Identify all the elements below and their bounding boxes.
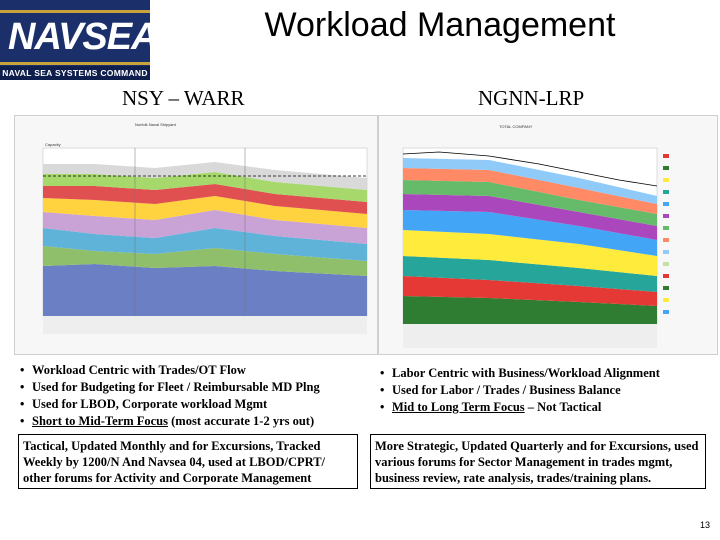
left-bullet-list: Workload Centric with Trades/OT Flow Use… xyxy=(20,362,320,430)
left-summary-box: Tactical, Updated Monthly and for Excurs… xyxy=(18,434,358,489)
right-bullet-3-focus: Mid to Long Term Focus xyxy=(392,400,525,414)
page-title: Workload Management xyxy=(264,6,616,44)
right-bullet-2: Used for Labor / Trades / Business Balan… xyxy=(380,382,660,399)
right-bullet-3: Mid to Long Term Focus – Not Tactical xyxy=(380,399,660,416)
logo-stripe-bottom xyxy=(0,62,150,65)
logo-subtitle: NAVAL SEA SYSTEMS COMMAND xyxy=(0,66,150,80)
left-heading: NSY – WARR xyxy=(122,86,245,110)
left-bullet-4-focus: Short to Mid-Term Focus xyxy=(32,414,168,428)
left-bullet-3: Used for LBOD, Corporate workload Mgmt xyxy=(20,396,320,413)
navsea-logo: NAVSEA NAVAL SEA SYSTEMS COMMAND xyxy=(0,0,150,80)
svg-text:Norfolk Naval Shipyard: Norfolk Naval Shipyard xyxy=(135,122,176,127)
left-bullet-2: Used for Budgeting for Fleet / Reimbursa… xyxy=(20,379,320,396)
logo-stripe-top xyxy=(0,10,150,13)
svg-text:Capacity: Capacity xyxy=(45,142,61,147)
svg-text:TOTAL COMPANY: TOTAL COMPANY xyxy=(499,124,533,129)
right-bullet-list: Labor Centric with Business/Workload Ali… xyxy=(380,365,660,416)
right-summary-box: More Strategic, Updated Quarterly and fo… xyxy=(370,434,706,489)
right-heading: NGNN-LRP xyxy=(478,86,585,110)
left-bullet-4: Short to Mid-Term Focus (most accurate 1… xyxy=(20,413,320,430)
lrp-chart-image: TOTAL COMPANY xyxy=(378,115,718,355)
warr-chart-image: Norfolk Naval Shipyard Capacity xyxy=(14,115,378,355)
left-bullet-4-rest: (most accurate 1-2 yrs out) xyxy=(168,414,315,428)
warr-chart-graphic: Norfolk Naval Shipyard Capacity xyxy=(15,116,377,354)
right-bullet-1: Labor Centric with Business/Workload Ali… xyxy=(380,365,660,382)
lrp-chart-graphic: TOTAL COMPANY xyxy=(379,116,717,354)
logo-wordmark: NAVSEA xyxy=(8,16,150,58)
left-bullet-1: Workload Centric with Trades/OT Flow xyxy=(20,362,320,379)
right-bullet-3-rest: – Not Tactical xyxy=(524,400,602,414)
page-number: 13 xyxy=(699,520,710,530)
